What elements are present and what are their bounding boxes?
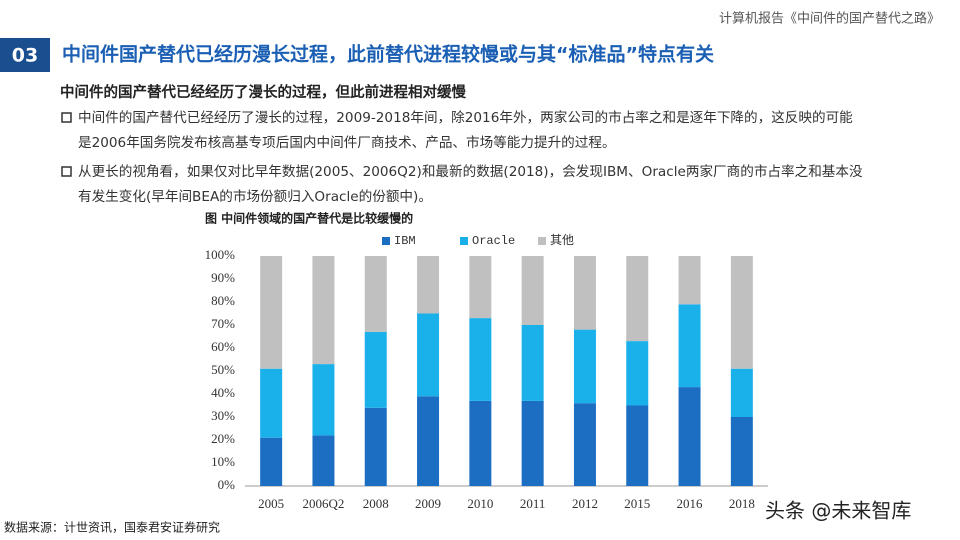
bar-segment — [573, 256, 596, 330]
bar-segment — [260, 437, 283, 486]
y-tick-label: 20% — [211, 431, 235, 446]
legend-swatch — [460, 237, 468, 245]
chart-title: 图 中间件领域的国产替代是比较缓慢的 — [205, 211, 413, 226]
y-tick-label: 40% — [211, 385, 235, 400]
x-tick-label: 2018 — [729, 496, 755, 511]
legend-label: Oracle — [472, 234, 515, 248]
legend-swatch — [382, 237, 390, 245]
legend-label: IBM — [394, 234, 416, 248]
legend-swatch — [538, 237, 546, 245]
bar-segment — [730, 417, 753, 486]
bullet-text: 从更长的视角看，如果仅对比早年数据(2005、2006Q2)和最新的数据(201… — [78, 163, 863, 180]
y-tick-label: 90% — [211, 270, 235, 285]
legend-label: 其他 — [550, 233, 574, 248]
x-tick-label: 2015 — [624, 496, 650, 511]
bar-segment — [730, 256, 753, 369]
section-box — [0, 38, 50, 72]
report-name: 计算机报告《中间件的国产替代之路》 — [719, 11, 940, 27]
bar-segment — [521, 325, 544, 401]
bullet-text: 中间件的国产替代已经经历了漫长的过程，2009-2018年间，除2016年外，两… — [78, 109, 853, 126]
y-tick-label: 50% — [211, 362, 235, 377]
y-tick-label: 80% — [211, 293, 235, 308]
section-title: 中间件国产替代已经历漫长过程，此前替代进程较慢或与其“标准品”特点有关 — [62, 43, 714, 66]
bar-segment — [573, 329, 596, 404]
x-tick-label: 2012 — [572, 496, 598, 511]
bar-segment — [730, 368, 753, 417]
bar-segment — [626, 405, 649, 486]
bar-segment — [626, 341, 649, 406]
y-tick-label: 10% — [211, 454, 235, 469]
section-number: 03 — [12, 45, 38, 67]
bullet-text: 有发生变化(早年间BEA的市场份额归入Oracle的份额中)。 — [78, 188, 432, 205]
bar-segment — [417, 256, 440, 314]
bullet-marker — [61, 166, 72, 177]
bar-segment — [469, 318, 492, 401]
x-tick-label: 2010 — [467, 496, 493, 511]
y-tick-label: 70% — [211, 316, 235, 331]
bar-segment — [312, 364, 335, 436]
bar-segment — [312, 435, 335, 486]
bar-segment — [312, 256, 335, 365]
bullet-marker — [61, 112, 72, 123]
bar-segment — [573, 403, 596, 486]
bar-segment — [678, 387, 701, 486]
y-tick-label: 0% — [218, 477, 236, 492]
subtitle: 中间件的国产替代已经经历了漫长的过程，但此前进程相对缓慢 — [60, 83, 466, 101]
bar-segment — [417, 396, 440, 486]
bar-segment — [626, 256, 649, 342]
x-tick-label: 2011 — [520, 496, 546, 511]
bar-segment — [364, 256, 387, 332]
x-tick-label: 2016 — [677, 496, 704, 511]
bar-segment — [521, 400, 544, 486]
bar-segment — [469, 400, 492, 486]
bar-segment — [417, 313, 440, 397]
bar-segment — [678, 304, 701, 388]
bar-segment — [260, 256, 283, 369]
y-tick-label: 30% — [211, 408, 235, 423]
y-tick-label: 100% — [205, 247, 236, 262]
bar-segment — [364, 331, 387, 408]
bullet-text: 是2006年国务院发布核高基专项后国内中间件厂商技术、产品、市场等能力提升的过程… — [78, 134, 616, 151]
watermark: 头条 @未来智库 — [765, 499, 911, 523]
bar-segment — [521, 256, 544, 325]
bar-segment — [678, 256, 701, 305]
x-tick-label: 2009 — [415, 496, 441, 511]
bar-segment — [260, 368, 283, 438]
bar-segment — [469, 256, 492, 319]
x-tick-label: 2008 — [363, 496, 389, 511]
x-tick-label: 2006Q2 — [303, 496, 345, 511]
y-tick-label: 60% — [211, 339, 235, 354]
x-tick-label: 2005 — [258, 496, 284, 511]
source: 数据来源：计世资讯，国泰君安证券研究 — [4, 520, 220, 535]
bar-segment — [364, 407, 387, 486]
